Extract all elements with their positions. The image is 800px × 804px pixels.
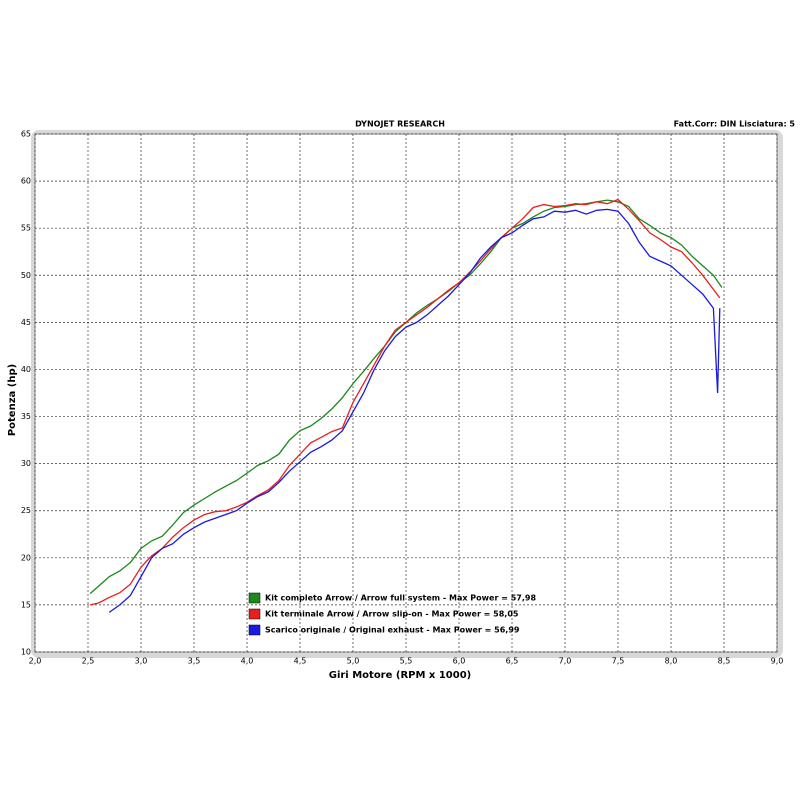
y-tick-label: 45 [21, 318, 31, 327]
legend-label: Scarico originale / Original exhaust - M… [265, 626, 520, 635]
x-tick-label: 6,0 [453, 657, 466, 666]
x-tick-label: 2,0 [29, 657, 42, 666]
chart-subtitle: Fatt.Corr: DIN Lisciatura: 5 [674, 120, 796, 129]
y-tick-label: 35 [21, 412, 31, 421]
y-tick-label: 15 [21, 600, 31, 609]
x-tick-label: 7,0 [559, 657, 572, 666]
x-tick-label: 5,0 [347, 657, 360, 666]
x-tick-label: 4,5 [294, 657, 307, 666]
x-axis-label: Giri Motore (RPM x 1000) [329, 670, 472, 681]
legend-label: Kit completo Arrow / Arrow full system -… [265, 594, 536, 603]
x-tick-label: 8,5 [718, 657, 731, 666]
legend-swatch [248, 608, 261, 620]
legend [245, 588, 457, 640]
y-tick-label: 60 [21, 177, 31, 186]
legend-swatch [248, 624, 261, 636]
y-tick-label: 55 [21, 224, 31, 233]
x-tick-label: 7,5 [612, 657, 625, 666]
y-tick-label: 10 [21, 648, 31, 657]
plot-area [34, 133, 778, 653]
y-tick-label: 50 [21, 271, 31, 280]
x-tick-label: 4,0 [241, 657, 254, 666]
x-tick-label: 2,5 [82, 657, 95, 666]
x-tick-label: 3,5 [188, 657, 201, 666]
y-tick-label: 40 [21, 365, 31, 374]
x-tick-label: 3,0 [135, 657, 148, 666]
y-tick-label: 25 [21, 506, 31, 515]
chart-title: DYNOJET RESEARCH [355, 120, 445, 129]
y-tick-label: 65 [21, 130, 31, 139]
y-tick-label: 30 [21, 459, 31, 468]
series-line [108, 208, 721, 613]
series-line [89, 198, 721, 606]
legend-label: Kit terminale Arrow / Arrow slip-on - Ma… [265, 610, 519, 619]
y-tick-label: 20 [21, 553, 31, 562]
x-tick-label: 5,5 [400, 657, 413, 666]
y-axis-label: Potenza (hp) [7, 364, 18, 436]
x-tick-label: 9,0 [771, 657, 784, 666]
legend-swatch [248, 592, 261, 604]
x-tick-label: 6,5 [506, 657, 519, 666]
x-tick-label: 8,0 [665, 657, 678, 666]
